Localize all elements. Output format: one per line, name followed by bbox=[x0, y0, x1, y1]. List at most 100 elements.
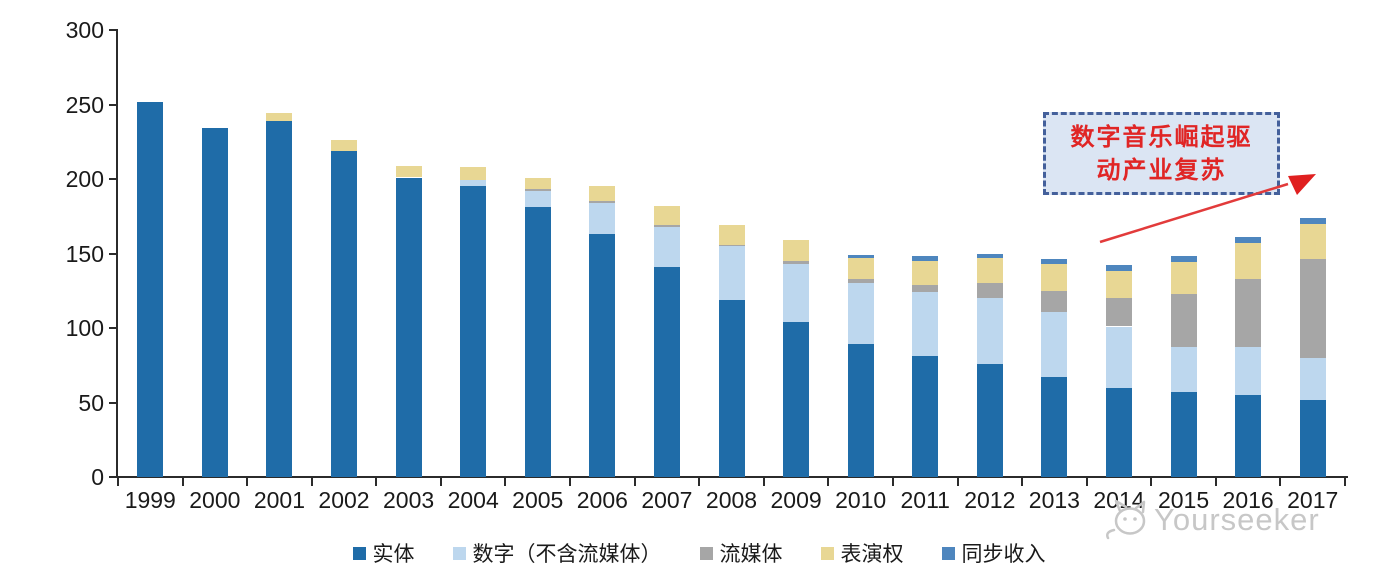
bar-segment bbox=[847, 257, 874, 279]
x-axis-label: 2016 bbox=[1222, 487, 1274, 513]
bar-segment bbox=[1235, 237, 1262, 244]
legend-item: 表演权 bbox=[820, 538, 904, 568]
bar-segment bbox=[589, 234, 616, 477]
bar-segment bbox=[653, 205, 680, 226]
bar-segment bbox=[1041, 259, 1068, 264]
legend-label: 实体 bbox=[372, 543, 415, 566]
bar-segment bbox=[266, 120, 293, 477]
legend-swatch-icon bbox=[452, 546, 466, 560]
bar-segment bbox=[395, 165, 422, 178]
y-axis-label: 50 bbox=[78, 389, 104, 416]
bar-segment bbox=[912, 284, 939, 293]
bar-segment bbox=[1170, 262, 1197, 294]
x-axis-tick bbox=[698, 478, 701, 486]
legend-swatch-icon bbox=[820, 546, 834, 560]
annotation-text-line2: 动产业复苏 bbox=[1096, 156, 1227, 184]
bar-segment bbox=[783, 263, 810, 323]
y-axis-tick bbox=[109, 327, 118, 329]
y-axis-tick bbox=[109, 178, 118, 180]
bar-segment bbox=[395, 177, 422, 477]
y-axis-tick bbox=[109, 252, 118, 255]
x-axis-line bbox=[116, 476, 1348, 478]
bar-segment bbox=[912, 292, 939, 357]
annotation-box: 数字音乐崛起驱 动产业复苏 bbox=[1043, 112, 1280, 195]
bar-segment bbox=[1235, 347, 1262, 396]
x-axis-label: 2017 bbox=[1287, 487, 1339, 513]
bar-segment bbox=[1170, 293, 1197, 348]
bar-segment bbox=[783, 260, 810, 264]
x-axis-tick bbox=[569, 478, 572, 486]
bar-segment bbox=[266, 113, 293, 121]
bar-segment bbox=[331, 140, 358, 151]
bar-segment bbox=[524, 190, 551, 208]
bar-segment bbox=[1235, 243, 1262, 279]
x-axis-label: 2009 bbox=[770, 487, 822, 513]
x-axis-tick bbox=[246, 478, 249, 486]
bar-segment bbox=[912, 260, 939, 285]
bar-segment bbox=[653, 225, 680, 227]
x-axis-label: 2003 bbox=[383, 487, 435, 513]
bar-segment bbox=[1235, 278, 1262, 348]
bar-segment bbox=[653, 226, 680, 267]
y-axis-label: 100 bbox=[65, 315, 104, 341]
y-axis-label: 300 bbox=[65, 17, 104, 43]
watermark-text: Yourseeker bbox=[1154, 502, 1320, 537]
bar-segment bbox=[783, 322, 810, 477]
bar-segment bbox=[976, 257, 1003, 284]
bar-segment bbox=[976, 283, 1003, 299]
y-axis-tick bbox=[109, 476, 118, 478]
bar-segment bbox=[524, 207, 551, 477]
x-axis-tick bbox=[1021, 478, 1024, 486]
bar-segment bbox=[718, 299, 745, 477]
bar-segment bbox=[912, 256, 939, 261]
bar-segment bbox=[1105, 265, 1132, 272]
x-axis-label: 2010 bbox=[835, 487, 887, 513]
legend: 实体 数字（不含流媒体） 流媒体 表演权 同步收入 bbox=[0, 538, 1398, 568]
bar-segment bbox=[847, 344, 874, 477]
bar-segment bbox=[460, 167, 487, 181]
x-axis-tick bbox=[1279, 478, 1282, 486]
bar-segment bbox=[1299, 259, 1326, 358]
bar-segment bbox=[589, 201, 616, 203]
bar-segment bbox=[1170, 347, 1197, 393]
bar-segment bbox=[1299, 217, 1326, 224]
bar-segment bbox=[847, 283, 874, 345]
bar-segment bbox=[1235, 395, 1262, 477]
x-axis-label: 2006 bbox=[576, 487, 628, 513]
legend-label: 数字（不含流媒体） bbox=[472, 543, 662, 566]
bar-segment bbox=[1105, 271, 1132, 299]
bar-segment bbox=[1041, 290, 1068, 312]
x-axis-label: 2015 bbox=[1157, 487, 1210, 513]
legend-swatch-icon bbox=[699, 546, 713, 560]
bar-segment bbox=[589, 186, 616, 202]
bar-segment bbox=[524, 177, 551, 190]
x-axis-tick bbox=[181, 478, 184, 486]
x-axis-label: 2013 bbox=[1028, 487, 1080, 513]
bar-segment bbox=[1041, 263, 1068, 291]
bar-segment bbox=[1105, 387, 1132, 477]
x-axis-label: 2008 bbox=[705, 487, 758, 513]
x-axis-tick bbox=[1214, 478, 1217, 486]
x-axis-tick bbox=[375, 478, 378, 486]
y-axis-label: 250 bbox=[65, 91, 104, 118]
x-axis-tick bbox=[117, 478, 119, 486]
x-axis-label: 2012 bbox=[964, 487, 1016, 513]
bar-segment bbox=[718, 246, 745, 300]
x-axis-label: 1999 bbox=[124, 487, 176, 513]
legend-swatch-icon bbox=[352, 546, 366, 560]
x-axis-tick bbox=[439, 478, 442, 486]
x-axis-tick bbox=[633, 478, 636, 486]
legend-swatch-icon bbox=[941, 546, 955, 560]
legend-label: 表演权 bbox=[840, 543, 904, 566]
bar-segment bbox=[589, 202, 616, 235]
bar-segment bbox=[653, 266, 680, 477]
x-axis-tick bbox=[891, 478, 894, 486]
bar-segment bbox=[847, 278, 874, 284]
y-axis-tick bbox=[109, 401, 118, 404]
x-axis-label: 2000 bbox=[189, 487, 241, 513]
y-axis-label: 150 bbox=[65, 240, 104, 267]
bar-segment bbox=[718, 225, 745, 245]
y-axis-tick bbox=[109, 29, 118, 31]
bar-segment bbox=[976, 298, 1003, 364]
legend-item: 实体 bbox=[352, 538, 415, 568]
